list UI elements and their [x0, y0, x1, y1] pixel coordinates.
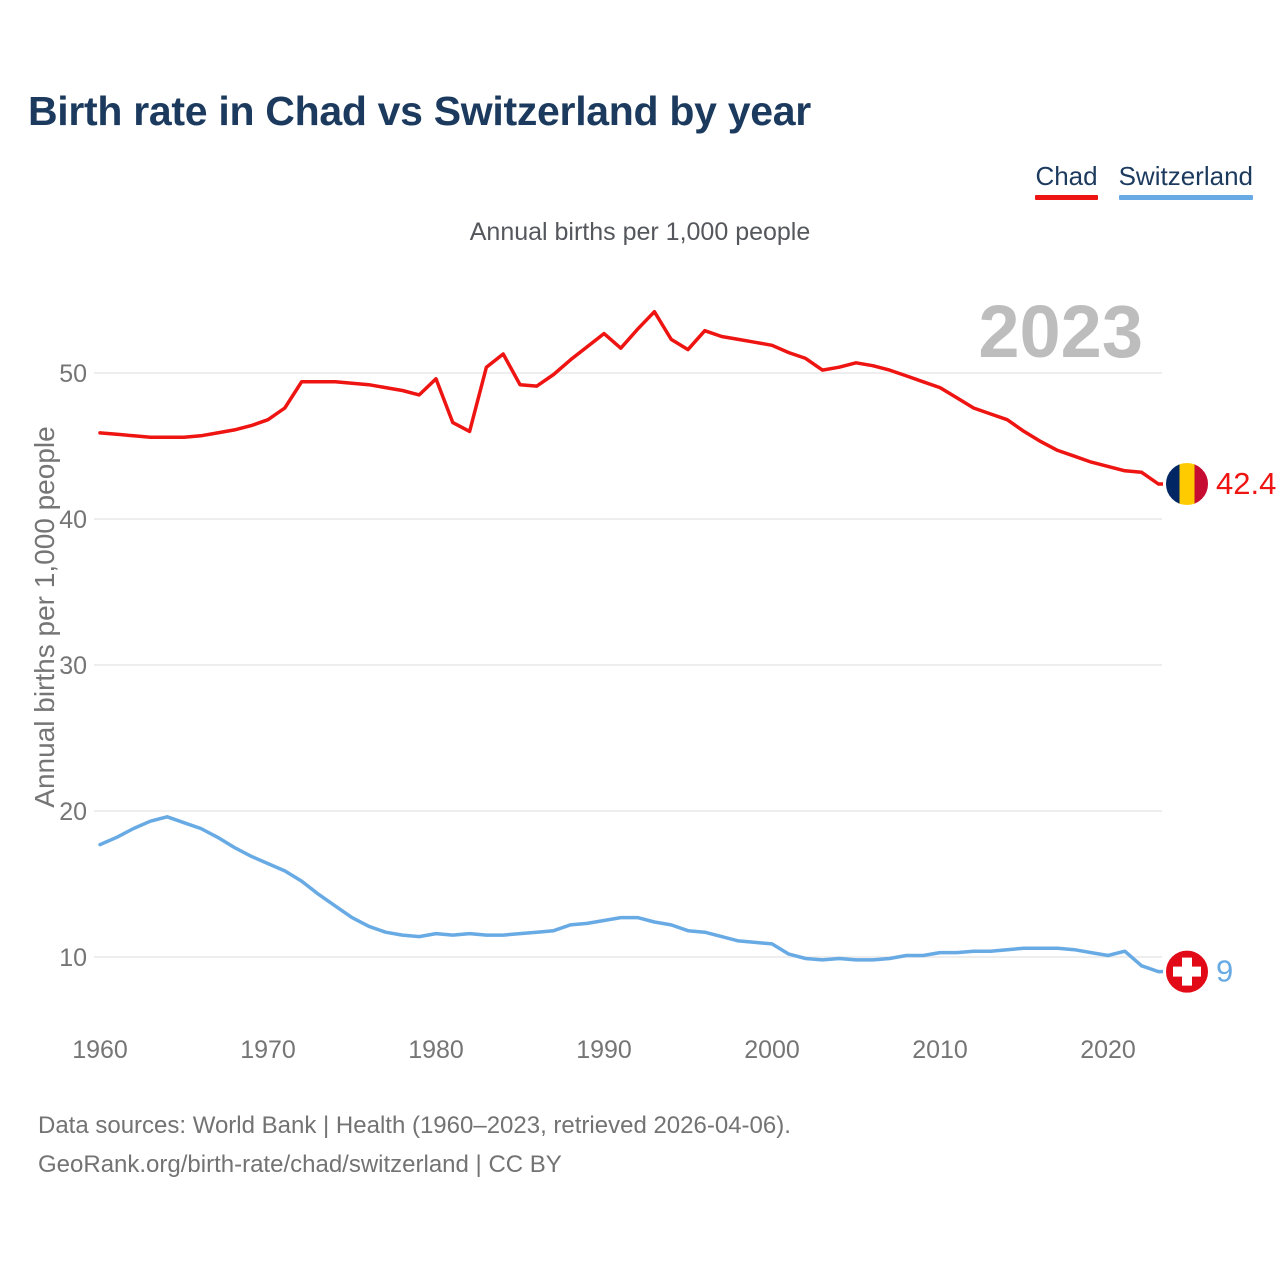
x-tick-label-1970: 1970 — [240, 1036, 296, 1064]
footer: Data sources: World Bank | Health (1960–… — [38, 1106, 791, 1185]
chart-subtitle: Annual births per 1,000 people — [469, 218, 811, 246]
x-tick-label-1990: 1990 — [576, 1036, 632, 1064]
chad-end-value: 42.4 — [1216, 466, 1276, 501]
legend-label-chad: Chad — [1035, 161, 1098, 191]
chad-line[interactable] — [98, 309, 1161, 486]
switzerland-flag-marker — [1158, 947, 1211, 996]
legend-label-switzerland: Switzerland — [1118, 161, 1253, 191]
legend-underline-switzerland — [1118, 195, 1253, 200]
x-tick-label-2000: 2000 — [744, 1036, 800, 1064]
x-tick-label-1960: 1960 — [72, 1036, 128, 1064]
y-tick-label-10: 10 — [59, 944, 87, 972]
legend-item-chad[interactable]: Chad — [1035, 161, 1098, 200]
legend-item-switzerland[interactable]: Switzerland — [1118, 161, 1253, 200]
y-tick-label-40: 40 — [59, 506, 87, 534]
y-tick-label-50: 50 — [59, 360, 87, 388]
chad-flag-marker — [1158, 460, 1211, 508]
switzerland-end-value: 9 — [1216, 954, 1233, 989]
switzerland-line[interactable] — [98, 815, 1161, 974]
x-tick-label-1980: 1980 — [408, 1036, 464, 1064]
x-tick-label-2020: 2020 — [1080, 1036, 1136, 1064]
x-tick-label-2010: 2010 — [912, 1036, 968, 1064]
chart-title: Birth rate in Chad vs Switzerland by yea… — [28, 88, 811, 134]
legend: Chad Switzerland — [1035, 161, 1253, 200]
y-tick-label-30: 30 — [59, 652, 87, 680]
footer-attribution: GeoRank.org/birth-rate/chad/switzerland … — [38, 1151, 562, 1179]
year-watermark: 2023 — [978, 290, 1143, 373]
legend-underline-chad — [1035, 195, 1098, 200]
footer-data-sources: Data sources: World Bank | Health (1960–… — [38, 1112, 791, 1139]
y-tick-label-20: 20 — [59, 798, 87, 826]
